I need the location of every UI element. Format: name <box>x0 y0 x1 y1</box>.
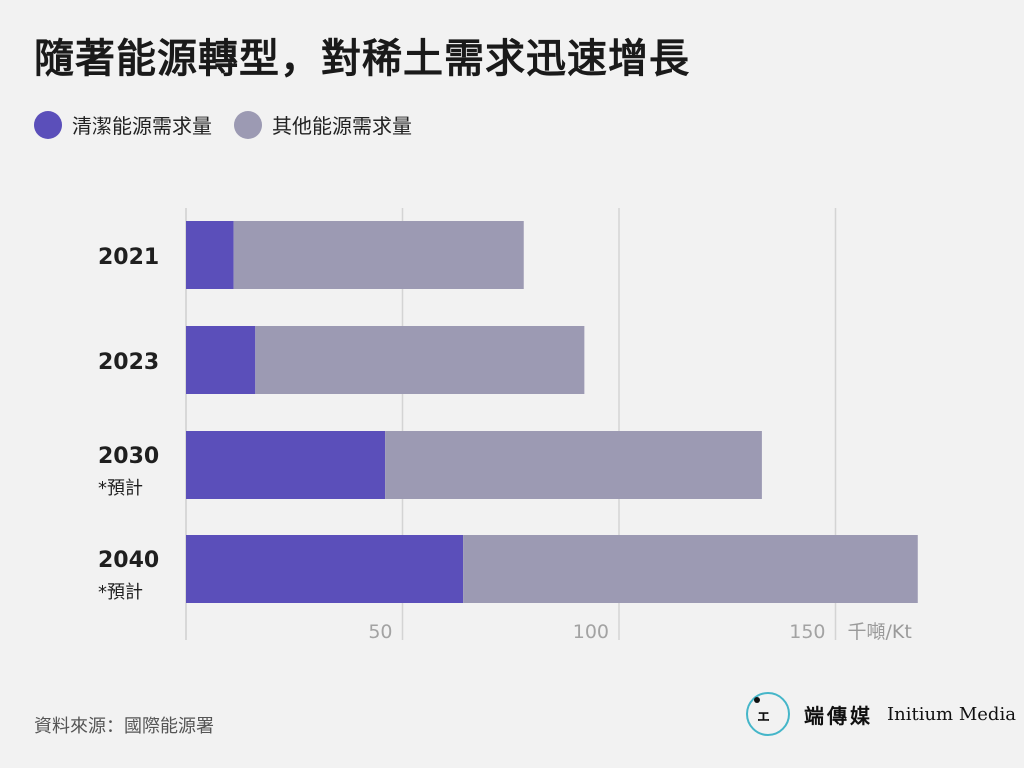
category-label-2030: 2030 <box>98 444 159 469</box>
category-label-2040: 2040 <box>98 548 159 573</box>
brand-logo-icon: ェ <box>746 692 790 736</box>
bar-2023-other <box>255 326 585 394</box>
chart-title: 隨著能源轉型，對稀土需求迅速增長 <box>34 36 690 82</box>
category-label-2021: 2021 <box>98 245 159 270</box>
bar-2023-clean <box>186 326 256 394</box>
category-label-2023: 2023 <box>98 350 159 375</box>
tick-label-150: 150 <box>789 621 825 643</box>
tick-label-100: 100 <box>573 621 609 643</box>
category-sublabel-2040: *預計 <box>98 582 143 603</box>
bar-2021-other <box>233 221 524 289</box>
bar-chart: 2021 2023 2030 *預計 2040 *預計 50 100 150 千噸/Kt <box>98 208 918 643</box>
legend: 清潔能源需求量 其他能源需求量 <box>34 110 412 139</box>
legend-item-clean: 清潔能源需求量 <box>34 110 212 139</box>
legend-swatch-other <box>234 110 262 139</box>
bar-2040-clean <box>186 535 464 603</box>
legend-label-clean: 清潔能源需求量 <box>72 114 212 138</box>
category-sublabel-2030: *預計 <box>98 478 143 499</box>
legend-item-other: 其他能源需求量 <box>234 110 412 139</box>
brand-name-cn: 端傳媒 <box>804 703 873 728</box>
tick-label-50: 50 <box>368 621 392 643</box>
unit-label: 千噸/Kt <box>848 621 912 643</box>
legend-swatch-clean <box>34 110 62 139</box>
bar-2030-clean <box>186 431 386 499</box>
brand: ェ 端傳媒 Initium Media <box>746 692 1016 736</box>
source-note: 資料來源：國際能源署 <box>34 716 214 737</box>
legend-label-other: 其他能源需求量 <box>272 114 412 138</box>
bar-2030-other <box>385 431 762 499</box>
bar-2040-other <box>463 535 918 603</box>
bar-2021-clean <box>186 221 234 289</box>
brand-name-en: Initium Media <box>887 703 1016 725</box>
